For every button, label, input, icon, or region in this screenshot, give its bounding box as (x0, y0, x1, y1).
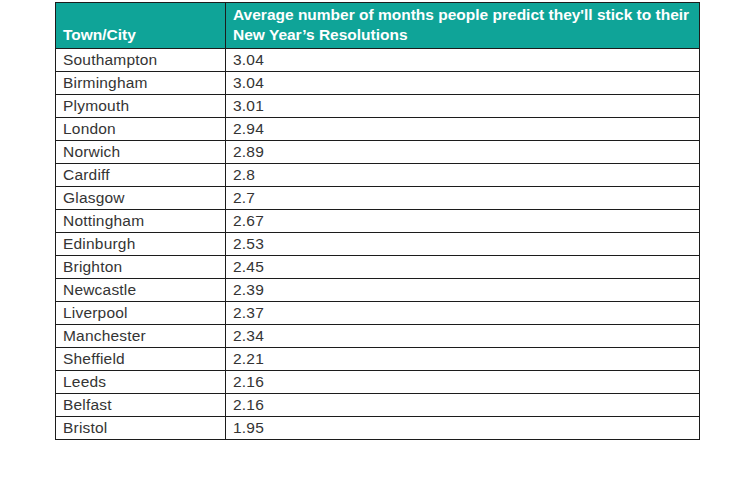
header-cell-town-city: Town/City (56, 3, 226, 49)
city-cell: Norwich (56, 141, 226, 164)
value-cell: 2.8 (226, 164, 700, 187)
city-cell: Manchester (56, 325, 226, 348)
city-cell: Newcastle (56, 279, 226, 302)
value-cell: 2.94 (226, 118, 700, 141)
value-cell: 3.04 (226, 72, 700, 95)
city-cell: Sheffield (56, 348, 226, 371)
value-cell: 2.21 (226, 348, 700, 371)
value-cell: 2.89 (226, 141, 700, 164)
table-header: Town/City Average number of months peopl… (56, 3, 700, 49)
table-row: Southampton 3.04 (56, 49, 700, 72)
table-row: London 2.94 (56, 118, 700, 141)
value-cell: 2.16 (226, 371, 700, 394)
table-row: Glasgow 2.7 (56, 187, 700, 210)
header-cell-average-months: Average number of months people predict … (226, 3, 700, 49)
value-cell: 1.95 (226, 417, 700, 440)
city-cell: Southampton (56, 49, 226, 72)
city-cell: Nottingham (56, 210, 226, 233)
value-cell: 2.45 (226, 256, 700, 279)
table-row: Brighton 2.45 (56, 256, 700, 279)
city-cell: Cardiff (56, 164, 226, 187)
table-row: Newcastle 2.39 (56, 279, 700, 302)
table-row: Birmingham 3.04 (56, 72, 700, 95)
value-cell: 2.34 (226, 325, 700, 348)
value-cell: 2.16 (226, 394, 700, 417)
header-row: Town/City Average number of months peopl… (56, 3, 700, 49)
city-cell: Bristol (56, 417, 226, 440)
value-cell: 2.67 (226, 210, 700, 233)
value-cell: 3.01 (226, 95, 700, 118)
value-cell: 2.53 (226, 233, 700, 256)
city-cell: Liverpool (56, 302, 226, 325)
city-cell: Plymouth (56, 95, 226, 118)
city-cell: Belfast (56, 394, 226, 417)
value-cell: 2.7 (226, 187, 700, 210)
table-row: Plymouth 3.01 (56, 95, 700, 118)
table-row: Belfast 2.16 (56, 394, 700, 417)
city-cell: Birmingham (56, 72, 226, 95)
resolutions-table: Town/City Average number of months peopl… (55, 2, 700, 440)
table-row: Norwich 2.89 (56, 141, 700, 164)
table-row: Edinburgh 2.53 (56, 233, 700, 256)
table-row: Cardiff 2.8 (56, 164, 700, 187)
table-row: Liverpool 2.37 (56, 302, 700, 325)
table-row: Sheffield 2.21 (56, 348, 700, 371)
city-cell: Leeds (56, 371, 226, 394)
table-body: Southampton 3.04 Birmingham 3.04 Plymout… (56, 49, 700, 440)
table-row: Leeds 2.16 (56, 371, 700, 394)
city-cell: Brighton (56, 256, 226, 279)
table-row: Nottingham 2.67 (56, 210, 700, 233)
table-row: Bristol 1.95 (56, 417, 700, 440)
value-cell: 2.37 (226, 302, 700, 325)
city-cell: Glasgow (56, 187, 226, 210)
page: Town/City Average number of months peopl… (0, 0, 753, 479)
city-cell: Edinburgh (56, 233, 226, 256)
table-row: Manchester 2.34 (56, 325, 700, 348)
city-cell: London (56, 118, 226, 141)
value-cell: 2.39 (226, 279, 700, 302)
value-cell: 3.04 (226, 49, 700, 72)
